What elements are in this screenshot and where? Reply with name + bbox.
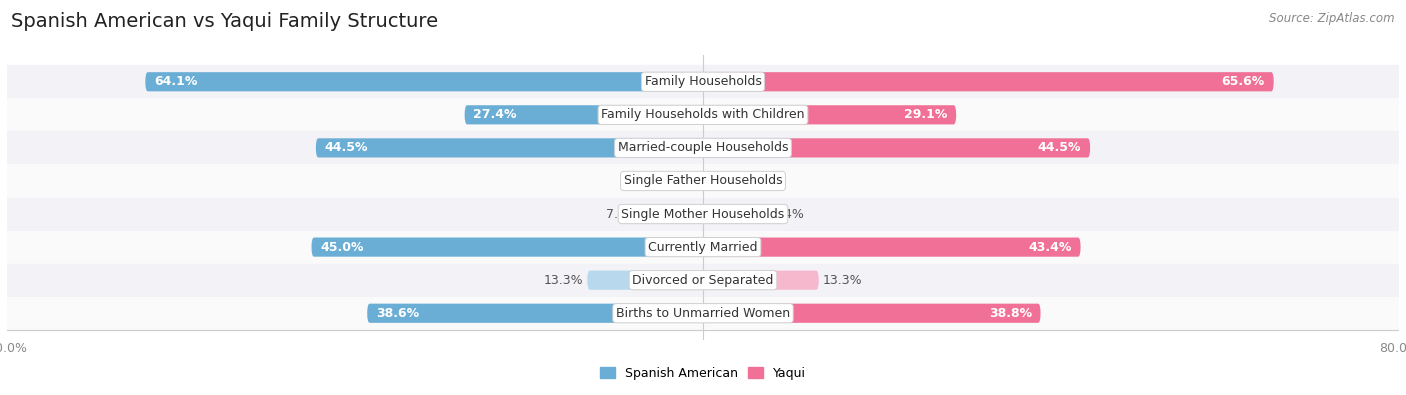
Text: Spanish American vs Yaqui Family Structure: Spanish American vs Yaqui Family Structu… — [11, 12, 439, 31]
FancyBboxPatch shape — [145, 72, 703, 91]
Text: Married-couple Households: Married-couple Households — [617, 141, 789, 154]
Text: 7.0%: 7.0% — [606, 207, 638, 220]
Text: 13.3%: 13.3% — [823, 274, 863, 287]
Text: Currently Married: Currently Married — [648, 241, 758, 254]
Bar — [7, 98, 1399, 132]
Text: Family Households with Children: Family Households with Children — [602, 108, 804, 121]
FancyBboxPatch shape — [703, 138, 1090, 158]
Bar — [7, 231, 1399, 263]
Bar — [7, 198, 1399, 231]
Text: Single Mother Households: Single Mother Households — [621, 207, 785, 220]
FancyBboxPatch shape — [703, 237, 1081, 257]
Text: 29.1%: 29.1% — [904, 108, 948, 121]
Text: 27.4%: 27.4% — [474, 108, 517, 121]
FancyBboxPatch shape — [643, 205, 703, 224]
Bar — [7, 263, 1399, 297]
Text: 43.4%: 43.4% — [1029, 241, 1071, 254]
Text: 65.6%: 65.6% — [1222, 75, 1265, 88]
FancyBboxPatch shape — [703, 205, 768, 224]
Bar — [7, 297, 1399, 330]
Bar — [7, 65, 1399, 98]
FancyBboxPatch shape — [588, 271, 703, 290]
FancyBboxPatch shape — [703, 105, 956, 124]
FancyBboxPatch shape — [679, 171, 703, 190]
Text: 64.1%: 64.1% — [155, 75, 197, 88]
FancyBboxPatch shape — [703, 72, 1274, 91]
FancyBboxPatch shape — [316, 138, 703, 158]
Text: 44.5%: 44.5% — [1038, 141, 1081, 154]
Text: 3.2%: 3.2% — [735, 175, 766, 188]
Text: 45.0%: 45.0% — [321, 241, 364, 254]
FancyBboxPatch shape — [703, 171, 731, 190]
Legend: Spanish American, Yaqui: Spanish American, Yaqui — [595, 362, 811, 385]
Bar — [7, 164, 1399, 198]
FancyBboxPatch shape — [703, 271, 818, 290]
Text: 38.6%: 38.6% — [375, 307, 419, 320]
FancyBboxPatch shape — [312, 237, 703, 257]
FancyBboxPatch shape — [464, 105, 703, 124]
Text: 38.8%: 38.8% — [988, 307, 1032, 320]
Text: 44.5%: 44.5% — [325, 141, 368, 154]
Text: Family Households: Family Households — [644, 75, 762, 88]
Text: Single Father Households: Single Father Households — [624, 175, 782, 188]
Text: Births to Unmarried Women: Births to Unmarried Women — [616, 307, 790, 320]
Text: 13.3%: 13.3% — [543, 274, 583, 287]
Text: 7.4%: 7.4% — [772, 207, 804, 220]
FancyBboxPatch shape — [367, 304, 703, 323]
FancyBboxPatch shape — [703, 304, 1040, 323]
Text: 2.8%: 2.8% — [643, 175, 675, 188]
Text: Source: ZipAtlas.com: Source: ZipAtlas.com — [1270, 12, 1395, 25]
Text: Divorced or Separated: Divorced or Separated — [633, 274, 773, 287]
Bar — [7, 132, 1399, 164]
